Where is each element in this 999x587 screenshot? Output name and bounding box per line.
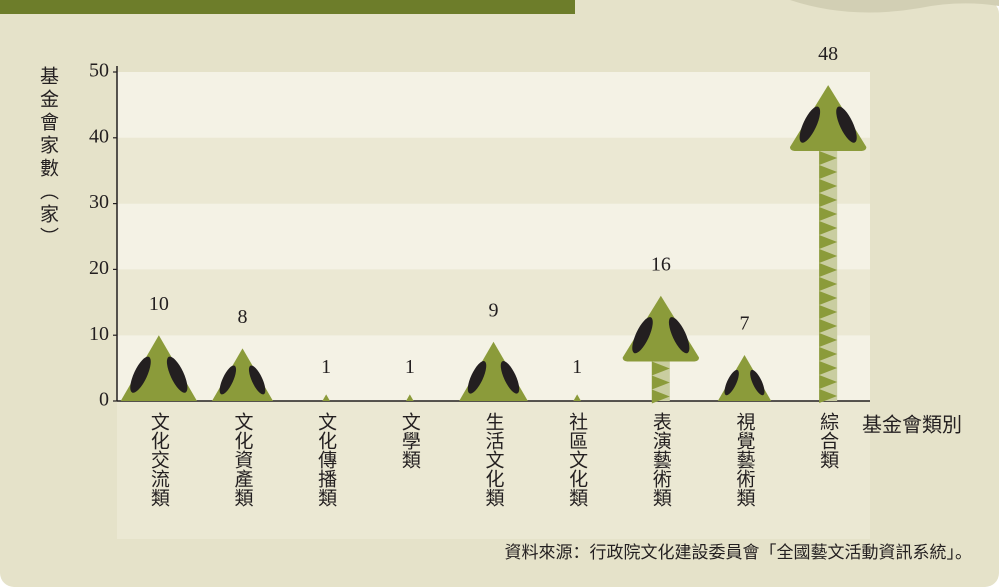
x-tick-label: 綜合類 [817, 412, 839, 469]
x-tick-label: 視覺藝術類 [734, 412, 756, 507]
y-tick-label: 40 [89, 125, 109, 147]
value-label: 9 [489, 299, 499, 321]
grid-band [117, 72, 870, 138]
value-label: 1 [405, 356, 415, 378]
x-tick-label: 文化傳播類 [315, 412, 337, 507]
x-tick-label: 表演藝術類 [650, 412, 672, 507]
x-tick-label: 生活文化類 [483, 412, 505, 507]
value-label: 10 [149, 293, 169, 315]
y-tick-label: 10 [89, 323, 109, 345]
y-tick-label: 20 [89, 257, 109, 279]
value-label: 1 [321, 356, 331, 378]
y-axis-label: 基金會家數（家） [37, 66, 59, 250]
header-bar [0, 0, 575, 14]
x-tick-label: 文學類 [399, 412, 421, 469]
source-note: 資料來源：行政院文化建設委員會「全國藝文活動資訊系統」。 [505, 543, 973, 563]
value-label: 48 [818, 43, 838, 65]
value-label: 1 [572, 356, 582, 378]
x-axis-label: 基金會類別 [862, 413, 962, 437]
chart: 基金會家數（家） 基金會類別 資料來源：行政院文化建設委員會「全國藝文活動資訊系… [0, 0, 999, 587]
x-tick-label: 社區文化類 [566, 412, 588, 507]
y-tick-label: 30 [89, 191, 109, 213]
value-label: 8 [238, 306, 248, 328]
value-label: 7 [740, 313, 750, 335]
grid-band [117, 204, 870, 270]
grid-band [117, 138, 870, 204]
y-tick-label: 50 [89, 60, 109, 82]
x-tick-label: 文化交流類 [148, 412, 170, 507]
x-tick-label: 文化資產類 [232, 412, 254, 507]
value-label: 16 [651, 253, 671, 275]
y-tick-label: 0 [99, 389, 109, 411]
